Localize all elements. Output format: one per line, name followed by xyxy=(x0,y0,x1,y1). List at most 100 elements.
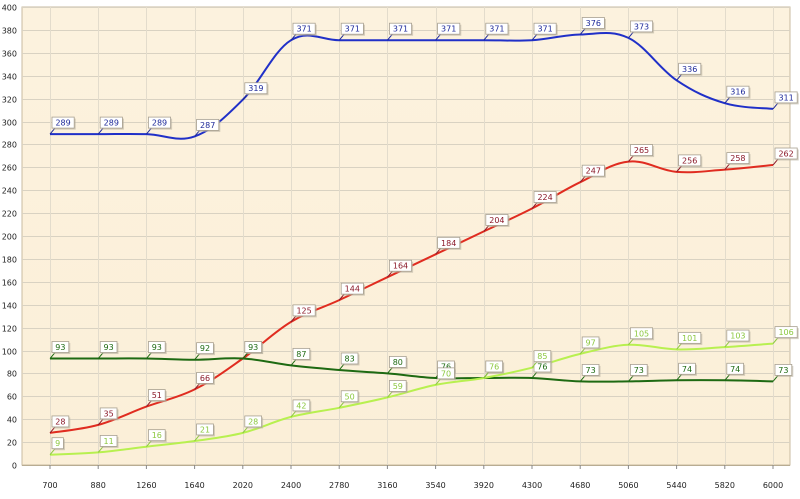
data-label: 224 xyxy=(537,193,552,202)
y-tick-label: 380 xyxy=(2,27,17,36)
data-label: 59 xyxy=(393,382,403,391)
data-label-box xyxy=(437,367,455,380)
x-tick-label: 1640 xyxy=(184,481,204,490)
y-tick-label: 320 xyxy=(2,96,17,105)
y-tick-label: 280 xyxy=(2,141,17,150)
data-label-box xyxy=(533,350,552,363)
data-label: 73 xyxy=(634,366,644,375)
data-label-box xyxy=(774,364,793,376)
data-label: 85 xyxy=(537,352,547,361)
data-label-box xyxy=(774,91,798,104)
data-label: 316 xyxy=(730,88,745,97)
x-tick-label: 2400 xyxy=(281,481,301,490)
data-label-box xyxy=(292,22,316,35)
data-label: 164 xyxy=(393,262,408,271)
data-label: 76 xyxy=(441,362,451,371)
data-label-box xyxy=(678,62,702,75)
data-label-box xyxy=(51,116,75,129)
data-label-box xyxy=(147,389,166,402)
data-label-box xyxy=(51,341,70,353)
data-label-box xyxy=(581,17,605,29)
data-label: 76 xyxy=(537,362,547,371)
x-tick-label: 3160 xyxy=(377,481,397,490)
data-label-box xyxy=(726,362,744,375)
data-label-box xyxy=(437,236,461,249)
data-label: 21 xyxy=(200,425,210,434)
data-label-box xyxy=(196,118,220,131)
data-label: 256 xyxy=(682,156,697,165)
y-tick-label: 140 xyxy=(2,302,17,311)
data-label: 204 xyxy=(489,216,504,225)
data-label: 106 xyxy=(778,328,793,337)
y-tick-label: 180 xyxy=(2,256,17,265)
data-label-box xyxy=(485,214,509,226)
data-label-box xyxy=(630,20,654,33)
data-label-box xyxy=(485,360,503,373)
data-label: 80 xyxy=(393,358,403,367)
data-label: 73 xyxy=(586,366,596,375)
x-tick-label: 2020 xyxy=(233,481,253,490)
data-label-box xyxy=(196,423,214,436)
y-tick-label: 300 xyxy=(2,119,17,128)
data-label-box xyxy=(388,259,412,272)
data-label-box xyxy=(292,347,311,360)
data-label: 262 xyxy=(778,150,793,159)
x-tick-label: 3540 xyxy=(425,481,445,490)
y-tick-label: 360 xyxy=(2,50,17,59)
x-tick-label: 2780 xyxy=(329,481,349,490)
y-tick-label: 20 xyxy=(7,439,17,448)
data-label: 258 xyxy=(730,154,745,163)
data-label: 74 xyxy=(730,365,740,374)
data-label: 311 xyxy=(778,93,793,102)
data-label: 247 xyxy=(586,167,601,176)
data-label: 265 xyxy=(634,146,649,155)
data-label: 289 xyxy=(152,119,167,128)
data-label: 371 xyxy=(537,25,552,34)
data-label: 289 xyxy=(55,119,70,128)
data-label-box xyxy=(292,399,311,412)
data-label: 76 xyxy=(489,362,499,371)
data-label: 373 xyxy=(634,22,649,31)
data-label-box xyxy=(630,144,654,156)
x-tick-label: 1260 xyxy=(136,481,156,490)
data-label-box xyxy=(244,82,268,95)
data-label-box xyxy=(726,329,750,342)
data-label: 50 xyxy=(345,392,355,401)
data-label: 287 xyxy=(200,121,215,130)
data-label-box xyxy=(99,435,118,447)
y-tick-label: 400 xyxy=(2,4,17,13)
y-tick-label: 40 xyxy=(7,416,17,425)
data-label: 9 xyxy=(55,439,60,448)
data-label-box xyxy=(388,380,407,392)
data-label: 93 xyxy=(104,343,114,352)
data-label-box xyxy=(533,22,557,35)
data-label-box xyxy=(581,164,605,177)
y-tick-label: 80 xyxy=(7,370,17,379)
data-label-box xyxy=(630,364,648,376)
y-tick-label: 220 xyxy=(2,210,17,219)
data-label: 289 xyxy=(104,119,119,128)
y-tick-label: 120 xyxy=(2,325,17,334)
series-line xyxy=(49,342,774,456)
data-label-box xyxy=(678,331,702,344)
x-tick-label: 700 xyxy=(42,481,57,490)
x-tick-label: 3920 xyxy=(474,481,494,490)
data-label: 371 xyxy=(441,25,456,34)
data-label: 83 xyxy=(345,354,355,363)
y-tick-label: 200 xyxy=(2,233,17,242)
data-label: 125 xyxy=(296,306,311,315)
data-label: 105 xyxy=(634,329,649,338)
data-label-box xyxy=(774,326,798,339)
data-label-box xyxy=(678,154,702,167)
x-tick-label: 5060 xyxy=(618,481,638,490)
y-tick-label: 260 xyxy=(2,164,17,173)
data-label: 35 xyxy=(104,409,114,418)
data-label-box xyxy=(485,22,509,35)
data-label-box xyxy=(340,390,359,403)
data-label: 371 xyxy=(489,25,504,34)
data-label-box xyxy=(581,336,600,349)
data-label: 371 xyxy=(345,25,360,34)
data-label-box xyxy=(340,352,359,365)
